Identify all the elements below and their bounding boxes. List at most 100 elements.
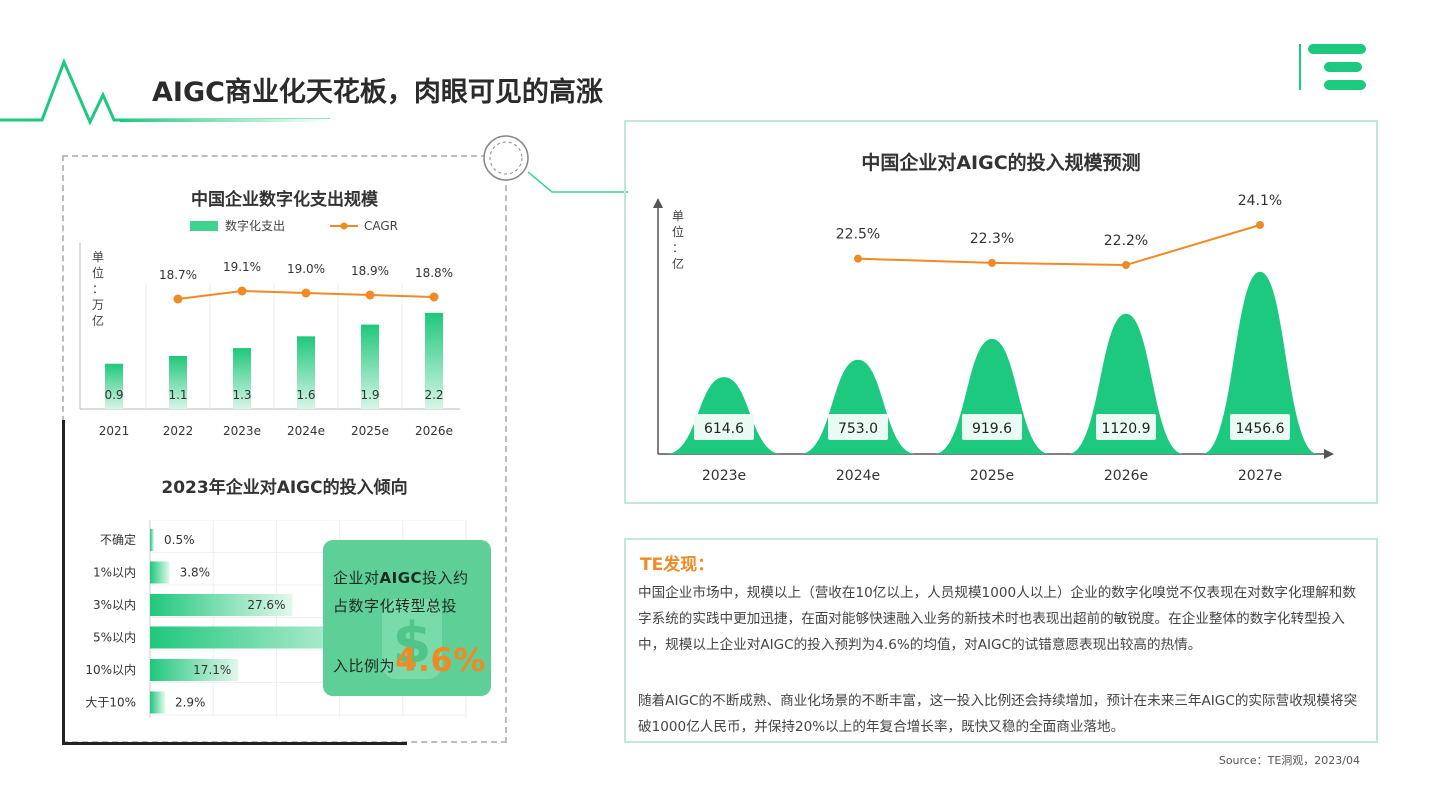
bottom-accent-line	[62, 742, 407, 745]
chart2-title: 2023年企业对AIGC的投入倾向	[161, 478, 408, 498]
chart3-bar-label: 753.0	[838, 421, 878, 437]
chart3-bar-label: 919.6	[972, 421, 1012, 437]
chart3-rate-line	[857, 224, 1261, 267]
svg-text:$: $	[393, 611, 432, 676]
chart3-x-tick: 2025e	[970, 468, 1014, 484]
chart3-rate-point	[1122, 261, 1130, 269]
chart2-category-label: 3%以内	[93, 598, 136, 612]
chart1-title: 中国企业数字化支出规模	[191, 190, 378, 210]
legend-marker-line	[340, 222, 348, 230]
chart1-bar	[361, 324, 379, 409]
chart3-bar-label-box	[962, 414, 1022, 440]
chart2-category-label: 5%以内	[93, 631, 136, 645]
chart3-bar-label-box	[694, 414, 754, 440]
chart3-rate-label: 22.3%	[970, 231, 1014, 247]
chart3-bar-label-box	[828, 414, 888, 440]
findings-panel	[624, 538, 1378, 743]
chart1-cagr-label: 18.9%	[351, 264, 389, 278]
chart1-bar-label: 1.9	[360, 388, 379, 402]
findings-title: TE发现：	[640, 555, 715, 575]
chart1-bar	[425, 312, 443, 409]
legend-label-bar: 数字化支出	[225, 218, 285, 233]
legend-label-line: CAGR	[364, 219, 398, 233]
chart1-cagr-point	[237, 286, 247, 296]
chart1-bar	[297, 336, 315, 409]
findings-paragraph-2: 随着AIGC的不断成熟、商业化场景的不断丰富，这一投入比例还会持续增加，预计在未…	[638, 693, 1358, 735]
chart1-y-label: 万	[92, 298, 104, 312]
chart1-x-tick: 2021	[99, 424, 130, 438]
chart1-cagr-point	[365, 290, 375, 300]
chart1-y-label: ：	[92, 282, 104, 296]
chart1-x-tick: 2022	[163, 424, 194, 438]
chart3-bar	[1202, 271, 1318, 454]
chart2-value-label: 3.8%	[180, 566, 211, 580]
right-panel	[624, 120, 1378, 504]
findings-paragraph-1: 中国企业市场中，规模以上（营收在10亿以上，人员规模1000人以上）企业的数字化…	[638, 585, 1356, 653]
chart3-x-tick: 2023e	[702, 468, 746, 484]
chart1-y-label: 亿	[92, 313, 104, 328]
chart1-digital-spending: 数字化支出 CAGR 单位 ： 万亿 0.9 2021 1.1 2022 1.3 2023e 1.6 2…	[79, 218, 460, 438]
chart2-category-label: 不确定	[100, 532, 136, 547]
chart2-category-label: 大于10%	[85, 696, 136, 710]
chart1-y-label: 位	[92, 265, 104, 280]
chart3-rate-label: 22.2%	[1104, 233, 1148, 249]
chart2-category-label: 1%以内	[93, 566, 136, 580]
chart2-value-label: 0.5%	[164, 533, 195, 547]
callout-line3: 入比例为4.6%	[333, 641, 486, 679]
chart1-bar	[233, 348, 251, 409]
chart1-cagr-label: 19.1%	[223, 260, 261, 274]
chart1-bar-label: 2.2	[424, 388, 443, 402]
dollar-icon: $	[382, 599, 442, 679]
chart1-cagr-label: 18.8%	[415, 266, 453, 280]
chart1-cagr-label: 18.7%	[159, 268, 197, 282]
logo-mark-icon	[1299, 44, 1366, 90]
chart2-bar	[150, 561, 170, 584]
chart1-bar	[105, 363, 123, 409]
chart2-bar	[150, 529, 154, 551]
chart1-x-tick: 2025e	[351, 424, 389, 438]
chart3-y-arrow	[653, 198, 663, 208]
chart3-y-label: ：	[672, 241, 684, 255]
chart2-bar	[150, 594, 293, 616]
callout-line1: 企业对AIGC投入约	[333, 569, 469, 587]
chart1-bar-label: 1.6	[296, 388, 315, 402]
chart2-value-label: 27.6%	[247, 598, 285, 612]
chart1-bar-label: 1.1	[168, 388, 187, 402]
callout-line2: 占数字化转型总投	[333, 597, 458, 615]
chart2-bar	[150, 659, 239, 681]
page-title: AIGC商业化天花板，肉眼可见的高涨	[152, 77, 603, 108]
chart3-title: 中国企业对AIGC的投入规模预测	[861, 152, 1141, 174]
wave-decoration-icon	[0, 58, 330, 126]
chart3-y-label: 位	[672, 224, 684, 239]
chart1-cagr-point	[429, 292, 439, 302]
chart3-bar-label: 1120.9	[1102, 421, 1151, 437]
chart3-x-arrow	[1324, 449, 1334, 459]
chart1-cagr-point	[173, 294, 183, 304]
chart3-x-tick: 2027e	[1238, 468, 1282, 484]
chart3-x-tick: 2026e	[1104, 468, 1148, 484]
chart3-bar-label-box	[1230, 414, 1290, 440]
chart3-bar-label-box	[1096, 414, 1156, 440]
chart3-rate-point	[988, 258, 996, 267]
chart2-category-label: 10%以内	[85, 663, 136, 677]
chart1-x-tick: 2026e	[415, 424, 453, 438]
chart3-x-tick: 2024e	[836, 468, 880, 484]
chart1-x-tick: 2023e	[223, 424, 261, 438]
chart3-bar-label: 614.6	[704, 421, 744, 437]
connector-decoration	[483, 135, 628, 193]
chart3-bar-label: 1456.6	[1236, 421, 1285, 437]
chart3-rate-label: 24.1%	[1238, 193, 1282, 209]
left-accent-line	[62, 420, 65, 745]
chart1-bar-label: 1.3	[232, 388, 251, 402]
chart2-value-label: 17.1%	[193, 663, 231, 677]
chart3-rate-point	[854, 254, 862, 263]
legend-swatch-bar	[190, 221, 218, 231]
source-note: Source：TE洞观，2023/04	[1218, 754, 1360, 767]
chart3-y-label: 单	[672, 209, 684, 223]
chart3-y-label: 亿	[672, 256, 684, 271]
chart2-bar	[150, 691, 165, 714]
chart1-y-label: 单	[92, 250, 104, 264]
chart3-rate-point	[1256, 221, 1264, 229]
callout-value: 4.6%	[395, 641, 486, 679]
chart1-x-tick: 2024e	[287, 424, 325, 438]
